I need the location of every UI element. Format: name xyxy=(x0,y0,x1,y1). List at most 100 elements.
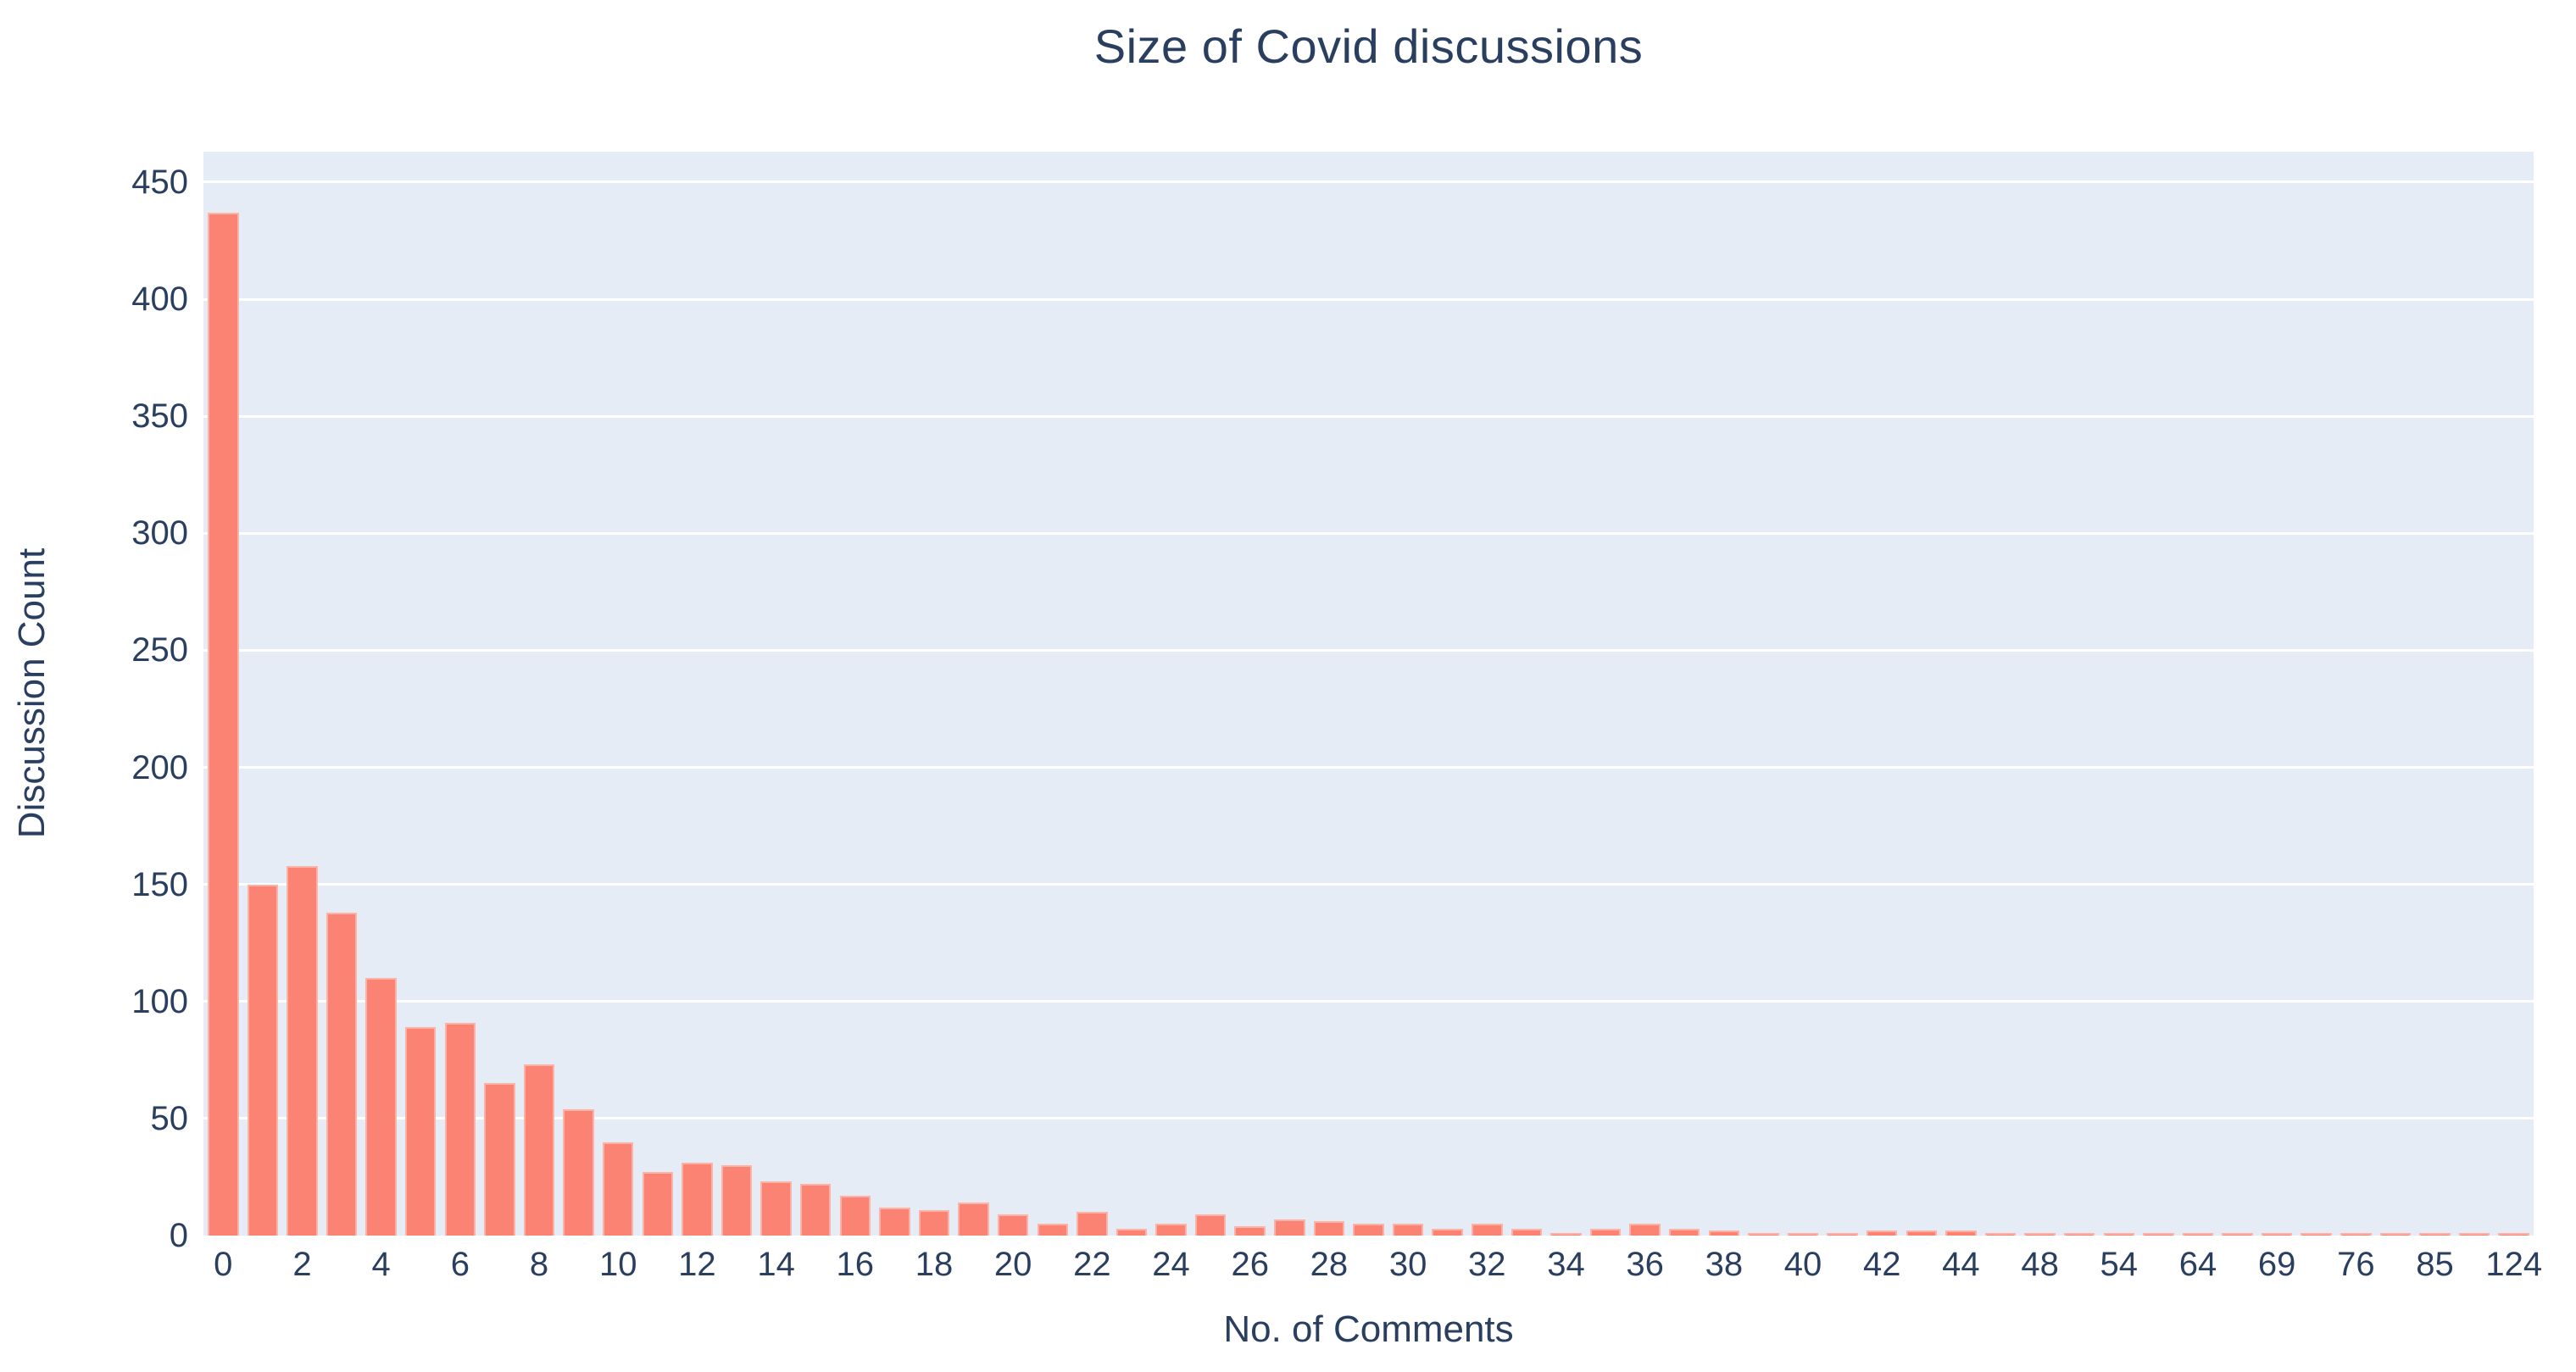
bar[interactable] xyxy=(1748,1233,1779,1236)
bar[interactable] xyxy=(682,1163,713,1236)
bar[interactable] xyxy=(484,1083,515,1236)
bar[interactable] xyxy=(1945,1230,1977,1236)
x-tick-label: 24 xyxy=(1152,1246,1190,1283)
x-tick-label: 36 xyxy=(1626,1246,1664,1283)
x-tick-label: 8 xyxy=(529,1246,549,1283)
x-tick-label: 34 xyxy=(1547,1246,1585,1283)
bar[interactable] xyxy=(1432,1228,1463,1236)
bar[interactable] xyxy=(1353,1224,1384,1236)
bar[interactable] xyxy=(642,1172,674,1236)
bar[interactable] xyxy=(1827,1233,1858,1236)
bar[interactable] xyxy=(2301,1233,2332,1236)
bar[interactable] xyxy=(287,865,318,1236)
bar[interactable] xyxy=(2143,1233,2174,1236)
bar[interactable] xyxy=(1511,1228,1543,1236)
bar[interactable] xyxy=(2182,1233,2214,1236)
bar[interactable] xyxy=(1077,1212,1108,1236)
bar[interactable] xyxy=(1669,1228,1700,1236)
y-tick-label: 150 xyxy=(131,865,188,903)
x-tick-label: 10 xyxy=(598,1246,637,1283)
bar[interactable] xyxy=(2103,1233,2134,1236)
bar[interactable] xyxy=(721,1165,753,1236)
bar[interactable] xyxy=(1037,1224,1068,1236)
x-tick-label: 42 xyxy=(1862,1246,1901,1283)
bar[interactable] xyxy=(2419,1233,2451,1236)
bar[interactable] xyxy=(2340,1233,2372,1236)
bar[interactable] xyxy=(879,1207,910,1236)
x-tick-label: 14 xyxy=(757,1246,795,1283)
x-tick-label: 44 xyxy=(1942,1246,1980,1283)
bar[interactable] xyxy=(918,1209,950,1236)
x-tick-label: 2 xyxy=(292,1246,312,1283)
bar[interactable] xyxy=(523,1064,555,1236)
x-tick-label: 30 xyxy=(1388,1246,1427,1283)
chart-title: Size of Covid discussions xyxy=(1093,19,1644,73)
bar[interactable] xyxy=(997,1214,1029,1236)
y-tick-label: 350 xyxy=(131,397,188,436)
y-tick-label: 0 xyxy=(169,1217,188,1254)
gridline-y-100 xyxy=(203,1000,2534,1003)
bar[interactable] xyxy=(2498,1233,2529,1236)
gridline-y-350 xyxy=(203,414,2534,418)
gridline-y-200 xyxy=(203,766,2534,769)
bar[interactable] xyxy=(2261,1233,2293,1236)
y-tick-label: 400 xyxy=(131,281,188,319)
y-tick-label: 250 xyxy=(131,631,188,669)
gridline-y-300 xyxy=(203,531,2534,535)
bar[interactable] xyxy=(1550,1233,1582,1236)
y-tick-label: 50 xyxy=(150,1099,189,1137)
bar[interactable] xyxy=(839,1196,871,1236)
bar[interactable] xyxy=(1194,1214,1227,1236)
bar[interactable] xyxy=(405,1027,437,1236)
bar[interactable] xyxy=(2458,1233,2490,1236)
bar[interactable] xyxy=(1116,1228,1148,1236)
bar[interactable] xyxy=(1155,1224,1187,1236)
bar[interactable] xyxy=(958,1203,989,1236)
x-tick-label: 124 xyxy=(2485,1246,2543,1283)
bar[interactable] xyxy=(365,978,397,1236)
x-tick-label: 28 xyxy=(1310,1246,1349,1283)
bar[interactable] xyxy=(1906,1230,1938,1236)
x-tick-label: 4 xyxy=(371,1246,391,1283)
bar[interactable] xyxy=(1472,1224,1503,1236)
gridline-y-50 xyxy=(203,1117,2534,1120)
y-tick-label: 200 xyxy=(131,748,188,786)
y-tick-label: 450 xyxy=(131,163,188,201)
bar[interactable] xyxy=(444,1022,476,1236)
x-tick-label: 38 xyxy=(1705,1246,1744,1283)
bar[interactable] xyxy=(208,212,239,1236)
bar[interactable] xyxy=(1313,1221,1345,1236)
bar[interactable] xyxy=(1866,1230,1898,1236)
bar[interactable] xyxy=(563,1108,594,1236)
bar[interactable] xyxy=(1589,1228,1622,1236)
bar[interactable] xyxy=(2222,1233,2253,1236)
x-tick-label: 76 xyxy=(2337,1246,2375,1283)
bar[interactable] xyxy=(602,1141,634,1236)
x-axis-title: No. of Comments xyxy=(1223,1308,1514,1350)
bar[interactable] xyxy=(2379,1233,2412,1236)
bar[interactable] xyxy=(2024,1233,2056,1236)
x-tick-label: 0 xyxy=(214,1246,233,1283)
bar[interactable] xyxy=(1392,1224,1424,1236)
bar[interactable] xyxy=(1274,1219,1305,1236)
x-tick-label: 32 xyxy=(1468,1246,1506,1283)
bar[interactable] xyxy=(2063,1233,2095,1236)
bar[interactable] xyxy=(799,1184,832,1236)
bar[interactable] xyxy=(1234,1225,1266,1236)
bar[interactable] xyxy=(247,884,279,1236)
bar[interactable] xyxy=(1984,1233,2017,1236)
bar[interactable] xyxy=(1708,1230,1740,1236)
y-axis-title-text: Discussion Count xyxy=(11,547,53,839)
x-tick-label: 22 xyxy=(1073,1246,1111,1283)
x-tick-label: 20 xyxy=(993,1246,1032,1283)
x-tick-label: 12 xyxy=(678,1246,716,1283)
bar[interactable] xyxy=(1629,1224,1661,1236)
x-tick-label: 48 xyxy=(2021,1246,2059,1283)
bar[interactable] xyxy=(325,912,358,1236)
x-tick-label: 16 xyxy=(836,1246,875,1283)
y-tick-label: 300 xyxy=(131,514,188,553)
gridline-y-400 xyxy=(203,297,2534,301)
bar[interactable] xyxy=(760,1181,792,1236)
bar[interactable] xyxy=(1787,1233,1819,1236)
